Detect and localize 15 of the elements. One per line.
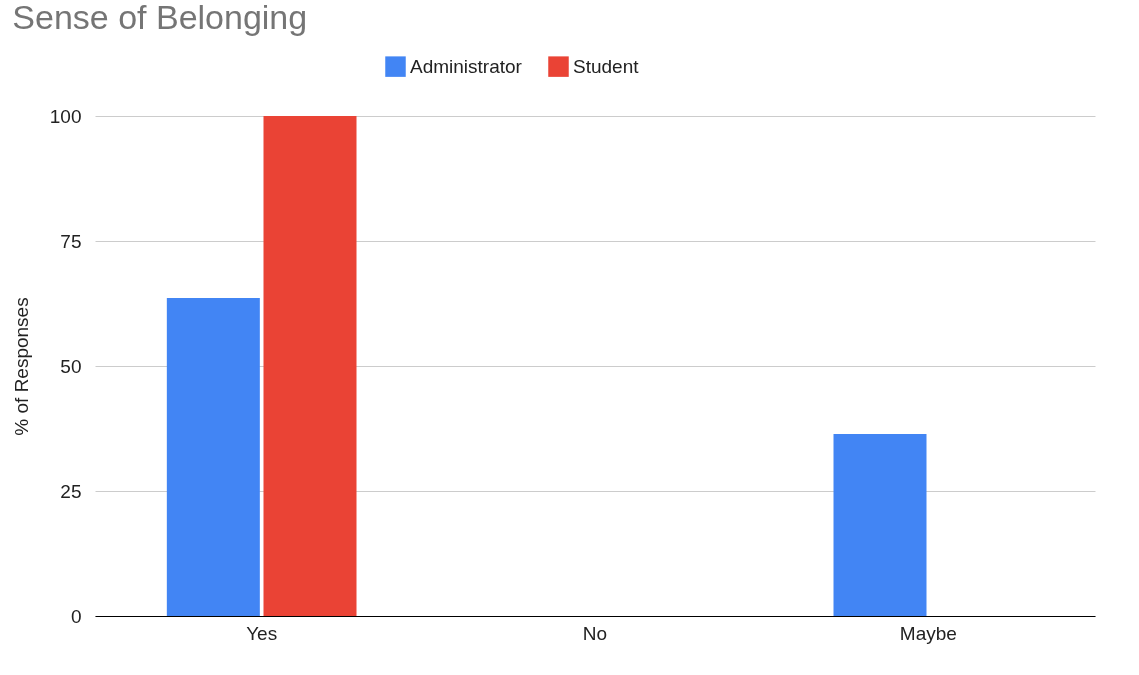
y-tick-label: 25 (60, 480, 82, 502)
y-tick-label: 0 (70, 605, 82, 627)
x-tick-label: No (582, 622, 608, 644)
bar (833, 434, 927, 616)
chart-title: Sense of Belonging (12, 0, 308, 36)
legend-label: Administrator (410, 55, 523, 77)
y-axis-title: % of Responses (10, 297, 32, 436)
y-tick-label: 50 (60, 355, 82, 377)
bar (166, 298, 260, 616)
y-tick-label: 100 (49, 105, 82, 127)
y-tick-label: 75 (60, 230, 82, 252)
x-tick-label: Maybe (899, 622, 957, 644)
legend-label: Student (573, 55, 640, 77)
x-tick-label: Yes (246, 622, 278, 644)
bar (263, 116, 357, 616)
